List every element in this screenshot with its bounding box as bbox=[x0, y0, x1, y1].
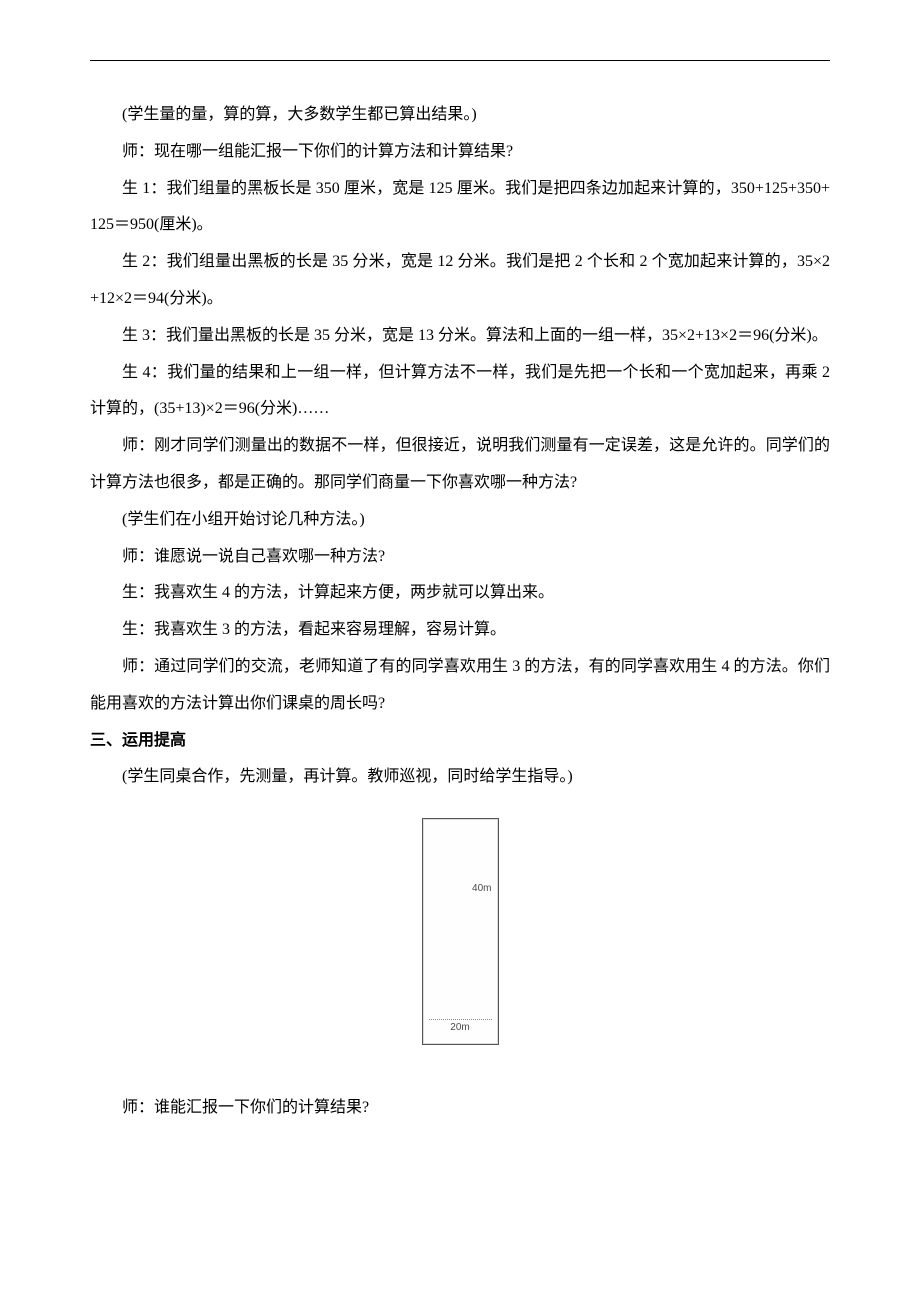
paragraph: 生 4：我们量的结果和上一组一样，但计算方法不一样，我们是先把一个长和一个宽加起… bbox=[90, 355, 830, 429]
top-horizontal-rule bbox=[90, 60, 830, 61]
figure-container: 40m 20m bbox=[90, 818, 830, 1060]
paragraph: 生：我喜欢生 4 的方法，计算起来方便，两步就可以算出来。 bbox=[90, 575, 830, 612]
section-heading: 三、运用提高 bbox=[90, 723, 830, 760]
width-label: 20m bbox=[423, 1016, 498, 1039]
paragraph: 师：谁愿说一说自己喜欢哪一种方法? bbox=[90, 539, 830, 576]
paragraph: 生 1：我们组量的黑板长是 350 厘米，宽是 125 厘米。我们是把四条边加起… bbox=[90, 171, 830, 245]
paragraph: (学生量的量，算的算，大多数学生都已算出结果。) bbox=[90, 97, 830, 134]
paragraph: 生：我喜欢生 3 的方法，看起来容易理解，容易计算。 bbox=[90, 612, 830, 649]
paragraph: 师：刚才同学们测量出的数据不一样，但很接近，说明我们测量有一定误差，这是允许的。… bbox=[90, 428, 830, 502]
paragraph: 生 2：我们组量出黑板的长是 35 分米，宽是 12 分米。我们是把 2 个长和… bbox=[90, 244, 830, 318]
paragraph: 师：通过同学们的交流，老师知道了有的同学喜欢用生 3 的方法，有的同学喜欢用生 … bbox=[90, 649, 830, 723]
paragraph: 生 3：我们量出黑板的长是 35 分米，宽是 13 分米。算法和上面的一组一样，… bbox=[90, 318, 830, 355]
height-label: 40m bbox=[472, 877, 491, 900]
rectangle-diagram: 40m 20m bbox=[422, 818, 499, 1045]
paragraph: (学生同桌合作，先测量，再计算。教师巡视，同时给学生指导。) bbox=[90, 759, 830, 796]
paragraph: 师：谁能汇报一下你们的计算结果? bbox=[90, 1090, 830, 1127]
paragraph: (学生们在小组开始讨论几种方法。) bbox=[90, 502, 830, 539]
paragraph: 师：现在哪一组能汇报一下你们的计算方法和计算结果? bbox=[90, 134, 830, 171]
document-page: (学生量的量，算的算，大多数学生都已算出结果。) 师：现在哪一组能汇报一下你们的… bbox=[0, 0, 920, 1302]
